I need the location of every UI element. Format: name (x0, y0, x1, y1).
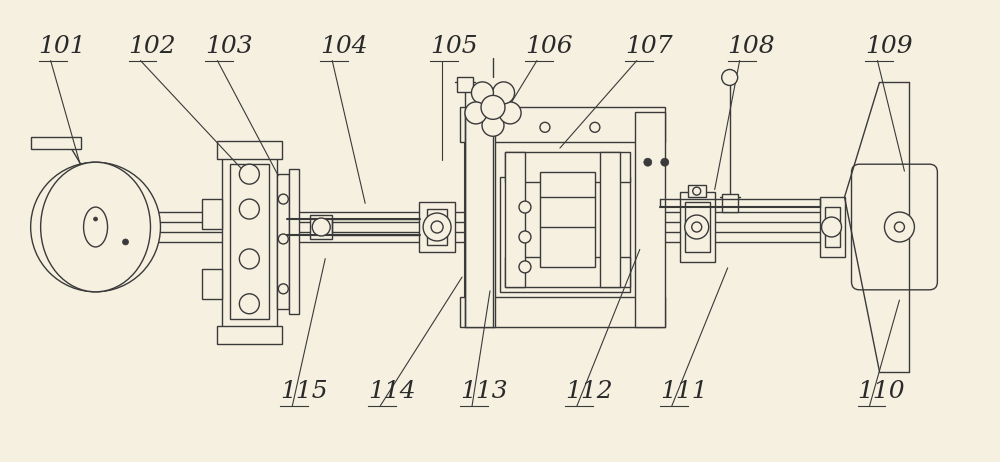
Circle shape (490, 122, 500, 132)
Circle shape (481, 96, 505, 119)
Bar (217, 326, 282, 344)
Bar (825, 207, 840, 247)
Bar (500, 177, 630, 292)
Text: 106: 106 (525, 35, 573, 58)
Bar (202, 199, 222, 229)
Bar (722, 194, 738, 212)
Circle shape (423, 213, 451, 241)
Text: 102: 102 (129, 35, 176, 58)
Circle shape (239, 199, 259, 219)
Bar (310, 215, 332, 239)
Bar (820, 197, 845, 257)
Circle shape (894, 222, 904, 232)
Circle shape (239, 164, 259, 184)
Circle shape (692, 222, 702, 232)
Text: 108: 108 (728, 35, 775, 58)
Circle shape (278, 284, 288, 294)
Bar (600, 152, 620, 287)
Circle shape (431, 221, 443, 233)
Bar (222, 144, 277, 339)
Text: 111: 111 (660, 380, 707, 403)
Bar (465, 112, 660, 327)
Circle shape (312, 218, 330, 236)
Bar (427, 209, 447, 245)
Text: 113: 113 (460, 380, 508, 403)
Bar (465, 112, 495, 327)
Text: 101: 101 (39, 35, 86, 58)
Circle shape (693, 187, 701, 195)
Circle shape (644, 158, 652, 166)
Circle shape (465, 102, 487, 124)
Bar (457, 78, 473, 92)
Circle shape (661, 158, 669, 166)
Bar (289, 169, 299, 314)
Circle shape (519, 201, 531, 213)
Circle shape (278, 194, 288, 204)
Circle shape (519, 231, 531, 243)
Bar (460, 297, 665, 327)
Circle shape (590, 122, 600, 132)
Bar (505, 152, 630, 182)
Circle shape (239, 249, 259, 269)
Text: 110: 110 (858, 380, 905, 403)
Bar (680, 192, 715, 262)
Circle shape (278, 234, 288, 244)
Circle shape (722, 69, 738, 85)
Bar (505, 152, 525, 287)
Text: 103: 103 (205, 35, 253, 58)
Bar (202, 269, 222, 299)
Circle shape (482, 115, 504, 136)
Circle shape (493, 82, 515, 104)
Bar (685, 202, 710, 252)
Bar (277, 174, 289, 309)
Circle shape (123, 239, 129, 245)
Circle shape (471, 82, 493, 104)
Text: 107: 107 (625, 35, 672, 58)
Circle shape (94, 217, 98, 221)
Circle shape (239, 294, 259, 314)
Circle shape (31, 162, 160, 292)
Bar (688, 185, 706, 197)
Text: 104: 104 (320, 35, 368, 58)
Circle shape (685, 215, 709, 239)
Ellipse shape (84, 207, 108, 247)
Bar (505, 257, 630, 287)
FancyBboxPatch shape (852, 164, 937, 290)
Text: 114: 114 (368, 380, 416, 403)
Text: 115: 115 (280, 380, 328, 403)
Ellipse shape (41, 162, 150, 292)
Circle shape (499, 102, 521, 124)
Bar (31, 137, 81, 149)
Bar (230, 164, 269, 319)
Circle shape (540, 122, 550, 132)
Text: 105: 105 (430, 35, 478, 58)
Text: 109: 109 (865, 35, 913, 58)
Circle shape (519, 261, 531, 273)
Bar (419, 202, 455, 252)
Text: 112: 112 (565, 380, 613, 403)
Circle shape (884, 212, 914, 242)
Bar (217, 141, 282, 159)
Bar (540, 172, 595, 267)
Circle shape (822, 217, 842, 237)
Bar (460, 107, 665, 142)
Bar (635, 112, 665, 327)
